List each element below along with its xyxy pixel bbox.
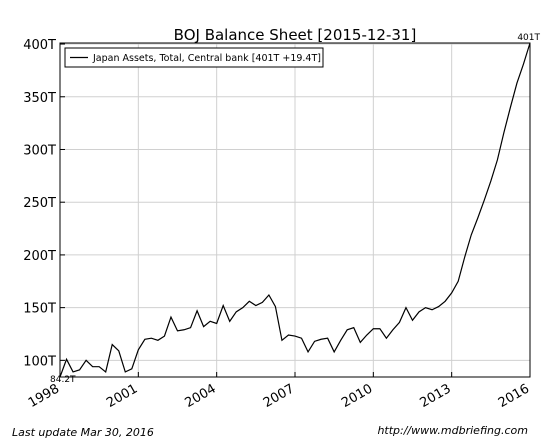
x-tick-label: 2013	[418, 381, 454, 411]
y-tick-label: 200T	[23, 249, 56, 264]
y-tick-label: 400T	[23, 38, 56, 53]
x-tick-label: 2001	[104, 381, 140, 411]
x-tick-label: 2007	[261, 381, 297, 411]
legend-label: Japan Assets, Total, Central bank [401T …	[92, 53, 321, 64]
footer-right: http://www.mdbriefing.com	[377, 424, 528, 437]
chart-title: BOJ Balance Sheet [2015-12-31]	[174, 26, 417, 44]
x-tick-label: 2004	[183, 381, 219, 411]
plot-frame	[59, 42, 531, 378]
x-tick-label: 2010	[339, 381, 375, 411]
y-tick-label: 350T	[23, 91, 56, 106]
legend-box	[64, 47, 324, 68]
x-tick-label: 2016	[496, 381, 532, 411]
footer-left: Last update Mar 30, 2016	[12, 426, 154, 439]
x-tick-label: 1998	[26, 381, 62, 411]
annotation: 84.2T	[50, 375, 76, 385]
series-line	[59, 42, 531, 378]
y-tick-label: 300T	[23, 143, 56, 158]
y-tick-label: 250T	[23, 196, 56, 211]
y-tick-label: 100T	[23, 354, 56, 369]
y-tick-label: 150T	[23, 302, 56, 317]
annotation: 401T	[517, 33, 540, 43]
